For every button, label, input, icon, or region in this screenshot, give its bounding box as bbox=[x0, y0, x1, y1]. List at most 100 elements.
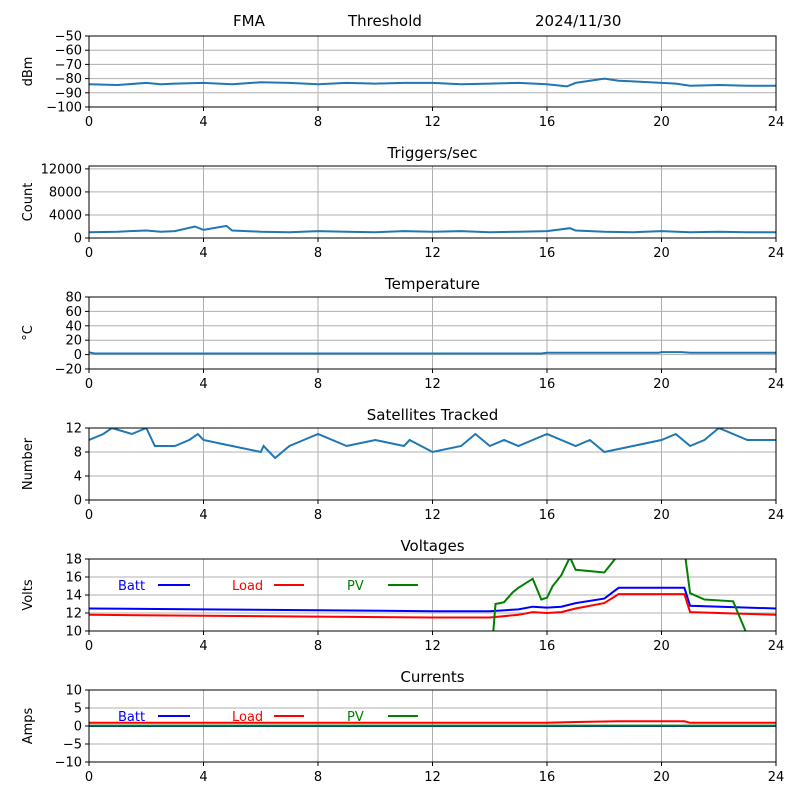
series-line-load bbox=[89, 720, 776, 724]
y-tick-label: −10 bbox=[55, 756, 82, 771]
x-tick-label: 12 bbox=[424, 377, 441, 392]
x-tick-label: 24 bbox=[768, 770, 785, 785]
x-tick-label: 16 bbox=[539, 246, 556, 261]
y-tick-label: 12000 bbox=[41, 162, 82, 177]
x-tick-label: 0 bbox=[85, 639, 93, 654]
y-tick-label: −5 bbox=[63, 738, 82, 753]
header-mode: Threshold bbox=[347, 12, 422, 30]
y-axis-label: °C bbox=[21, 325, 36, 341]
y-tick-label: −80 bbox=[55, 72, 82, 87]
panel-title: Currents bbox=[400, 668, 464, 686]
legend-label-load: Load bbox=[232, 579, 263, 594]
x-tick-label: 4 bbox=[199, 246, 207, 261]
x-tick-label: 24 bbox=[768, 508, 785, 523]
y-tick-label: −90 bbox=[55, 86, 82, 101]
series-line-batt bbox=[89, 586, 776, 613]
series-line-satellites bbox=[89, 428, 776, 460]
x-tick-label: 24 bbox=[768, 246, 785, 261]
series-line-pv bbox=[492, 559, 747, 631]
x-tick-label: 16 bbox=[539, 508, 556, 523]
y-tick-label: 80 bbox=[65, 291, 82, 306]
x-tick-label: 4 bbox=[199, 639, 207, 654]
legend-label-pv: PV bbox=[347, 710, 364, 725]
header-date: 2024/11/30 bbox=[535, 12, 621, 30]
y-tick-label: 8 bbox=[74, 446, 82, 461]
x-tick-label: 8 bbox=[314, 639, 322, 654]
y-axis-label: dBm bbox=[21, 57, 36, 87]
y-axis-label: Number bbox=[21, 437, 36, 490]
x-tick-label: 4 bbox=[199, 115, 207, 130]
y-tick-label: −50 bbox=[55, 30, 82, 45]
x-tick-label: 12 bbox=[424, 246, 441, 261]
y-tick-label: 5 bbox=[74, 702, 82, 717]
x-tick-label: 16 bbox=[539, 639, 556, 654]
legend-label-pv: PV bbox=[347, 579, 364, 594]
panel-threshold: 0 4 8 12 16 20 24 −100−90−80−70−60−50 dBm bbox=[21, 30, 784, 131]
x-tick-label: 16 bbox=[539, 770, 556, 785]
panel-title: Voltages bbox=[400, 537, 464, 555]
x-tick-label: 0 bbox=[85, 508, 93, 523]
y-tick-label: 0 bbox=[74, 720, 82, 735]
y-tick-label: 10 bbox=[65, 684, 82, 699]
y-axis-label: Amps bbox=[21, 707, 36, 744]
y-tick-label: 4000 bbox=[49, 208, 82, 223]
x-tick-label: 24 bbox=[768, 639, 785, 654]
y-tick-label: 16 bbox=[65, 571, 82, 586]
y-tick-label: 20 bbox=[65, 334, 82, 349]
y-tick-label: −100 bbox=[46, 101, 82, 116]
x-tick-label: 20 bbox=[653, 246, 670, 261]
y-tick-label: −60 bbox=[55, 44, 82, 59]
y-tick-label: 12 bbox=[65, 607, 82, 622]
x-tick-label: 16 bbox=[539, 377, 556, 392]
x-tick-label: 24 bbox=[768, 115, 785, 130]
panel-title: Triggers/sec bbox=[387, 144, 478, 162]
x-tick-label: 12 bbox=[424, 115, 441, 130]
y-tick-label: 40 bbox=[65, 319, 82, 334]
series-line-threshold bbox=[89, 77, 776, 88]
x-tick-label: 0 bbox=[85, 770, 93, 785]
series-line-temperature bbox=[89, 351, 776, 355]
y-tick-label: 14 bbox=[65, 589, 82, 604]
x-tick-label: 16 bbox=[539, 115, 556, 130]
figure-header: FMA Threshold 2024/11/30 bbox=[233, 12, 621, 30]
legend-label-batt: Batt bbox=[118, 710, 145, 725]
y-tick-label: 0 bbox=[74, 494, 82, 509]
x-tick-label: 0 bbox=[85, 246, 93, 261]
y-tick-label: 10 bbox=[65, 625, 82, 640]
panel-currents: 0 4 8 12 16 20 24 −10 −5 0 5 10 Currents Amps Batt Load… bbox=[21, 668, 784, 785]
y-tick-label: −70 bbox=[55, 58, 82, 73]
x-tick-label: 8 bbox=[314, 115, 322, 130]
x-tick-label: 0 bbox=[85, 377, 93, 392]
panel-title: Temperature bbox=[384, 275, 480, 293]
panel-triggers: 0 4 8 12 16 20 24 0 4000 8000 12000 Triggers/sec Cou… bbox=[21, 144, 784, 261]
x-tick-label: 8 bbox=[314, 770, 322, 785]
x-tick-label: 12 bbox=[424, 508, 441, 523]
y-tick-label: 60 bbox=[65, 305, 82, 320]
x-tick-label: 8 bbox=[314, 377, 322, 392]
panel-voltages: 0 4 8 12 16 20 24 10 12 14 16 18 Voltages Volts Batt Lo… bbox=[21, 537, 784, 654]
y-tick-label: 18 bbox=[65, 553, 82, 568]
x-tick-label: 12 bbox=[424, 770, 441, 785]
y-axis-label: Volts bbox=[21, 579, 36, 611]
x-tick-label: 20 bbox=[653, 508, 670, 523]
header-site: FMA bbox=[233, 12, 266, 30]
x-tick-label: 4 bbox=[199, 770, 207, 785]
x-tick-label: 8 bbox=[314, 246, 322, 261]
x-tick-label: 20 bbox=[653, 770, 670, 785]
series-line-triggers bbox=[89, 224, 776, 234]
series-line-load bbox=[89, 593, 776, 619]
x-tick-label: 4 bbox=[199, 508, 207, 523]
legend-label-batt: Batt bbox=[118, 579, 145, 594]
y-tick-label: 8000 bbox=[49, 185, 82, 200]
panel-title: Satellites Tracked bbox=[367, 406, 498, 424]
y-tick-label: 12 bbox=[65, 422, 82, 437]
legend-label-load: Load bbox=[232, 710, 263, 725]
y-tick-label: 0 bbox=[74, 232, 82, 247]
x-tick-label: 8 bbox=[314, 508, 322, 523]
x-tick-label: 20 bbox=[653, 377, 670, 392]
y-tick-label: 4 bbox=[74, 470, 82, 485]
x-tick-label: 0 bbox=[85, 115, 93, 130]
